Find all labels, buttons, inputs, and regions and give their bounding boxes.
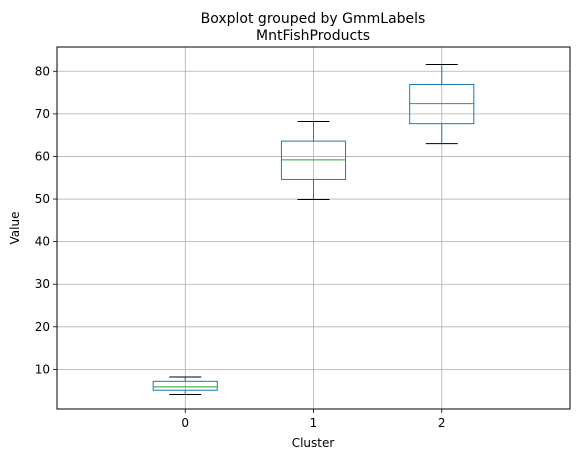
y-axis-label: Value [8,212,22,245]
iqr-box [152,380,218,391]
y-tick-label: 60 [35,149,50,163]
y-tick-label: 80 [35,64,50,78]
x-axis-label: Cluster [292,436,335,450]
boxes-layer [152,63,475,396]
y-tick-label: 20 [35,320,50,334]
box-group-cluster-2 [409,63,475,145]
x-tick-label: 0 [181,416,189,430]
y-tick-label: 70 [35,107,50,121]
y-tick-label: 30 [35,277,50,291]
box-group-cluster-0 [152,376,218,396]
x-tick-label: 1 [310,416,318,430]
chart-title: MntFishProducts [256,28,370,44]
y-tick-label: 10 [35,362,50,376]
y-tick-label: 50 [35,192,50,206]
ticks-layer: 10 20 30 40 50 60 70 80 0 1 2 [35,64,446,430]
chart-suptitle: Boxplot grouped by GmmLabels [201,11,426,27]
y-tick-label: 40 [35,235,50,249]
box-group-cluster-1 [280,121,347,200]
x-tick-label: 2 [438,416,446,430]
